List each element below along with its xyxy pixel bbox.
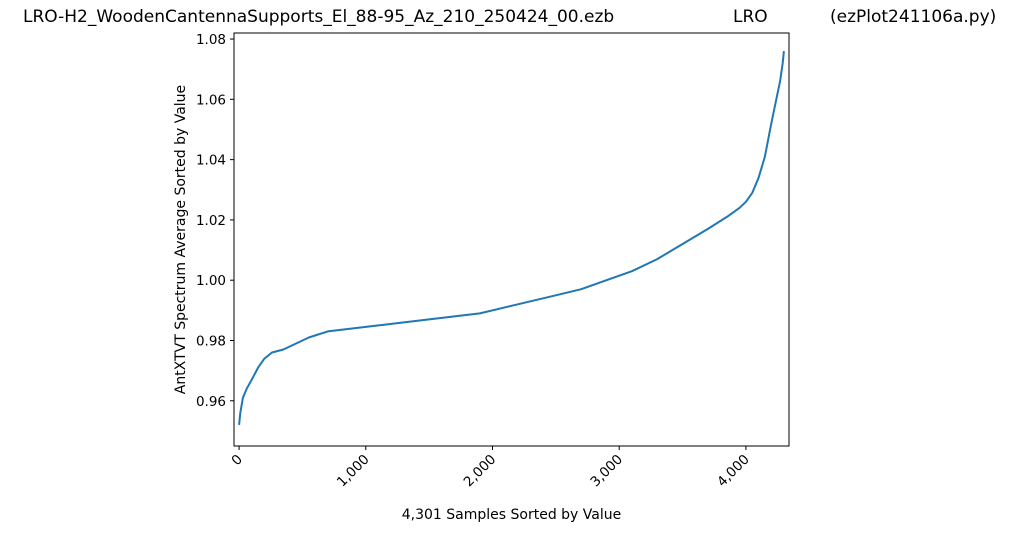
x-tick-label: 4,000 [714,452,753,491]
y-tick-label: 0.98 [196,333,226,349]
y-tick-label: 1.02 [196,213,226,229]
y-tick-label: 1.04 [196,153,226,169]
y-axis: 0.96 0.98 1.00 1.02 1.04 1.06 1.08 [196,32,234,410]
title-bar: LRO-H2_WoodenCantennaSupports_El_88-95_A… [0,0,1024,40]
script-title: (ezPlot241106a.py) [830,7,997,27]
y-tick-label: 1.06 [196,92,226,108]
file-title: LRO-H2_WoodenCantennaSupports_El_88-95_A… [23,7,615,27]
x-tick-label: 2,000 [461,452,500,491]
y-axis-label: AntXTVT Spectrum Average Sorted by Value [173,85,189,394]
station-title: LRO [733,7,768,27]
series-line [238,51,785,425]
y-tick-label: 0.96 [196,394,226,410]
series-layer [238,51,785,425]
y-tick-label: 1.00 [196,273,226,289]
x-axis-label: 4,301 Samples Sorted by Value [402,507,621,523]
plot-frame [233,32,790,447]
x-tick-label: 3,000 [587,452,626,491]
x-tick-label: 0 [229,452,246,469]
x-axis: 0 1,000 2,000 3,000 4,000 [229,446,753,490]
y-tick-label: 1.08 [196,32,226,48]
x-tick-label: 1,000 [334,452,373,491]
